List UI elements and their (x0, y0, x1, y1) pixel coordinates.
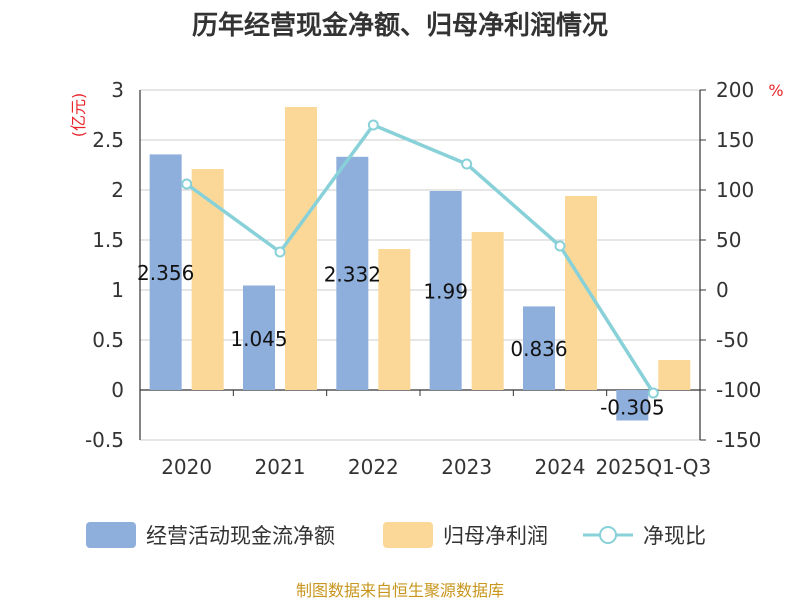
bar-profit-2025q1-q3 (658, 360, 691, 390)
line-series (181, 119, 659, 399)
y-left-tick-label: -0.5 (85, 428, 124, 452)
ratio-line (185, 123, 655, 394)
y-right-tick-label: 100 (716, 178, 754, 202)
bar-cashflow-2025q1-q3 (616, 390, 649, 421)
legend-marker-ratio (599, 526, 617, 544)
x-tick-label-2022: 2022 (348, 455, 399, 479)
chart-title: 历年经营现金净额、归母净利润情况 (192, 10, 608, 41)
bar-profit-2024 (565, 196, 597, 390)
legend-item-ratio[interactable]: 净现比 (583, 524, 706, 548)
x-tick-label-2020: 2020 (161, 455, 212, 479)
ratio-point-2025q1-q3 (647, 387, 659, 399)
grid (140, 89, 700, 441)
data-label-cashflow-2023: 1.99 (423, 280, 468, 304)
legend: 经营活动现金流净额 归母净利润 净现比 (86, 522, 706, 548)
bar-cashflow-2020 (149, 154, 182, 390)
ratio-point-2022 (367, 119, 379, 131)
ratio-point-2023 (461, 158, 473, 170)
ratio-point-2020 (181, 178, 193, 190)
y-left-tick-label: 1.5 (92, 228, 124, 252)
data-label-cashflow-2021: 1.045 (230, 327, 287, 351)
legend-item-cashflow[interactable]: 经营活动现金流净额 (86, 522, 335, 548)
y-right-tick-label: 0 (716, 278, 729, 302)
bar-profit-2021 (285, 107, 317, 390)
legend-label-cashflow: 经营活动现金流净额 (146, 524, 335, 548)
y-left-tick-label: 0 (111, 378, 124, 402)
y-right-tick-label: 200 (716, 78, 754, 102)
x-tick-label-2024: 2024 (535, 455, 586, 479)
ratio-point-2021 (274, 246, 286, 258)
y-right-tick-label: 150 (716, 128, 754, 152)
legend-swatch-profit (383, 522, 433, 548)
y-right-tick-label: -100 (716, 378, 761, 402)
axes: 3 2.5 2 1.5 1 0.5 0 -0.5 200 150 100 50 0 -50 -100 -150… (85, 78, 761, 479)
y-left-tick-label: 1 (111, 278, 124, 302)
data-label-cashflow-2025q1-q3: -0.305 (600, 396, 664, 420)
y-right-unit: % (768, 81, 783, 100)
y-right-tick-label: 50 (716, 228, 741, 252)
ratio-point-2024 (554, 240, 566, 252)
bar-cashflow-2023 (429, 191, 462, 390)
bar-profit-2022 (378, 249, 411, 390)
y-left-tick-label: 0.5 (92, 328, 124, 352)
x-tick-label-2025q1-q3: 2025Q1-Q3 (595, 455, 711, 479)
y-left-tick-label: 2 (111, 178, 124, 202)
source-note: 制图数据来自恒生聚源数据库 (296, 581, 504, 600)
y-right-tick-label: -150 (716, 428, 761, 452)
x-tick-label-2023: 2023 (441, 455, 492, 479)
data-label-cashflow-2020: 2.356 (137, 261, 194, 285)
bar-cashflow-2021 (243, 285, 275, 390)
y-left-tick-label: 2.5 (92, 128, 124, 152)
y-left-tick-label: 3 (111, 78, 124, 102)
y-right-tick-label: -50 (716, 328, 749, 352)
bars (149, 107, 691, 421)
y-left-unit: (亿元) (69, 93, 88, 138)
legend-item-profit[interactable]: 归母净利润 (383, 522, 548, 548)
data-labels: 2.356 1.045 2.332 1.99 0.836 -0.305 (137, 261, 665, 419)
bar-profit-2023 (471, 232, 504, 390)
bar-cashflow-2022 (336, 156, 369, 390)
legend-label-ratio: 净现比 (643, 524, 706, 548)
data-label-cashflow-2024: 0.836 (510, 337, 567, 361)
legend-label-profit: 归母净利润 (443, 524, 548, 548)
legend-swatch-cashflow (86, 522, 136, 548)
data-label-cashflow-2022: 2.332 (324, 262, 381, 286)
bar-cashflow-2024 (523, 306, 555, 390)
x-tick-label-2021: 2021 (255, 455, 306, 479)
bar-profit-2020 (191, 169, 224, 390)
